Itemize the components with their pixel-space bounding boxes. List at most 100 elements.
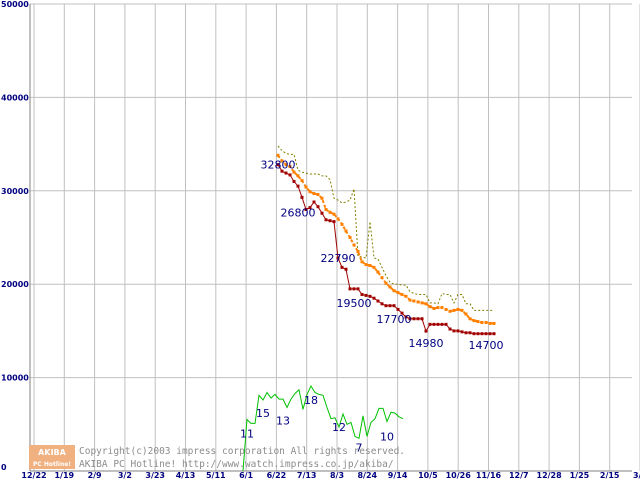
data-point-average bbox=[460, 308, 464, 312]
data-label: 17700 bbox=[377, 313, 412, 326]
data-label: 13 bbox=[276, 415, 290, 428]
data-point-average bbox=[368, 264, 372, 268]
data-point-average bbox=[292, 170, 296, 174]
x-tick-label: 2/9 bbox=[88, 471, 102, 480]
data-point-low bbox=[492, 332, 496, 336]
series-line-low bbox=[277, 164, 494, 335]
chart-grid bbox=[29, 3, 640, 472]
data-point-average bbox=[332, 212, 336, 216]
data-point-low bbox=[468, 331, 472, 335]
data-point-average bbox=[416, 300, 420, 304]
data-point-low bbox=[444, 322, 448, 326]
data-point-average bbox=[432, 306, 436, 310]
data-point-average bbox=[324, 207, 328, 211]
data-point-average bbox=[348, 236, 352, 239]
data-point-low bbox=[456, 329, 460, 333]
data-point-low bbox=[292, 179, 296, 183]
data-point-average bbox=[300, 179, 304, 183]
data-point-low bbox=[348, 287, 352, 291]
data-point-average bbox=[328, 210, 332, 214]
data-point-average bbox=[408, 298, 412, 302]
data-point-average bbox=[296, 174, 300, 178]
data-label: 22790 bbox=[321, 252, 356, 265]
data-point-average bbox=[396, 291, 400, 295]
data-point-low bbox=[484, 332, 488, 336]
data-point-average bbox=[352, 243, 356, 247]
data-point-average bbox=[376, 270, 380, 274]
data-point-average bbox=[316, 193, 320, 197]
data-point-average bbox=[424, 302, 428, 306]
data-point-average bbox=[484, 320, 488, 324]
akiba-logo-text-bottom: PC Hotline! bbox=[33, 461, 71, 468]
x-tick-label: 2/15 bbox=[600, 471, 620, 480]
data-label: 19500 bbox=[337, 297, 372, 310]
data-point-average bbox=[392, 289, 396, 293]
data-point-low bbox=[476, 332, 480, 336]
data-point-low bbox=[384, 304, 388, 308]
x-tick-label: 12/7 bbox=[509, 471, 529, 480]
data-point-low bbox=[356, 287, 360, 291]
y-tick-label: 40000 bbox=[1, 93, 29, 102]
data-point-average bbox=[420, 301, 424, 305]
x-tick-label: 3/23 bbox=[145, 471, 165, 480]
data-point-low bbox=[364, 293, 368, 297]
data-point-average bbox=[456, 307, 460, 311]
data-point-low bbox=[284, 171, 288, 175]
data-point-average bbox=[468, 317, 472, 321]
series-line-average bbox=[277, 154, 494, 325]
akiba-logo-text-top: AKIBA bbox=[38, 448, 66, 457]
x-tick-label: 10/5 bbox=[418, 471, 438, 480]
data-point-low bbox=[396, 307, 400, 311]
x-tick-label: 11/16 bbox=[476, 471, 502, 480]
data-point-low bbox=[380, 302, 384, 306]
data-point-low bbox=[360, 292, 364, 296]
data-point-low bbox=[440, 322, 444, 326]
data-point-average bbox=[404, 294, 408, 298]
data-point-average bbox=[284, 163, 288, 167]
y-tick-label: 20000 bbox=[1, 280, 29, 289]
data-point-average bbox=[308, 190, 312, 194]
data-point-low bbox=[428, 322, 432, 326]
data-point-low bbox=[480, 332, 484, 336]
data-label: 14700 bbox=[469, 339, 504, 352]
data-point-low bbox=[276, 163, 280, 167]
data-point-average bbox=[340, 222, 344, 226]
y-tick-label: 10000 bbox=[1, 374, 29, 383]
x-tick-label: 6/22 bbox=[267, 471, 287, 480]
y-tick-label: 0 bbox=[1, 463, 7, 472]
x-tick-label: 12/22 bbox=[21, 471, 46, 480]
data-point-low bbox=[424, 329, 428, 333]
x-tick-label: 12/28 bbox=[537, 471, 563, 480]
data-point-average bbox=[380, 276, 384, 280]
y-tick-label: 30000 bbox=[1, 187, 29, 196]
data-point-average bbox=[364, 263, 368, 267]
x-tick-label: 3/1 bbox=[633, 471, 640, 480]
data-point-average bbox=[360, 260, 364, 264]
data-label: 11 bbox=[240, 428, 254, 441]
series-lines bbox=[242, 145, 496, 472]
data-point-average bbox=[356, 250, 360, 254]
x-tick-label: 3/2 bbox=[118, 471, 132, 480]
data-label: 10 bbox=[380, 430, 394, 443]
x-tick-label: 1/25 bbox=[570, 471, 590, 480]
series-line-high bbox=[277, 145, 494, 311]
data-point-average bbox=[384, 281, 388, 285]
data-point-low bbox=[308, 206, 312, 210]
data-label: 12 bbox=[332, 421, 346, 434]
data-point-low bbox=[344, 267, 348, 271]
y-axis-ticks: 0 10000 20000 30000 40000 50000 bbox=[1, 0, 29, 472]
data-point-average bbox=[480, 320, 484, 324]
data-point-low bbox=[320, 211, 324, 215]
x-tick-label: 4/13 bbox=[176, 471, 196, 480]
data-point-average bbox=[276, 153, 280, 157]
x-tick-label: 8/3 bbox=[330, 471, 344, 480]
x-axis-ticks: 12/22 1/19 2/9 3/2 3/23 4/13 5/11 6/1 6/22 7/13 8/… bbox=[21, 471, 640, 480]
data-point-low bbox=[300, 195, 304, 199]
data-point-low bbox=[436, 322, 440, 326]
data-point-average bbox=[476, 320, 480, 324]
data-point-average bbox=[452, 308, 456, 312]
data-point-average bbox=[304, 185, 308, 189]
data-label: 26800 bbox=[281, 206, 316, 219]
